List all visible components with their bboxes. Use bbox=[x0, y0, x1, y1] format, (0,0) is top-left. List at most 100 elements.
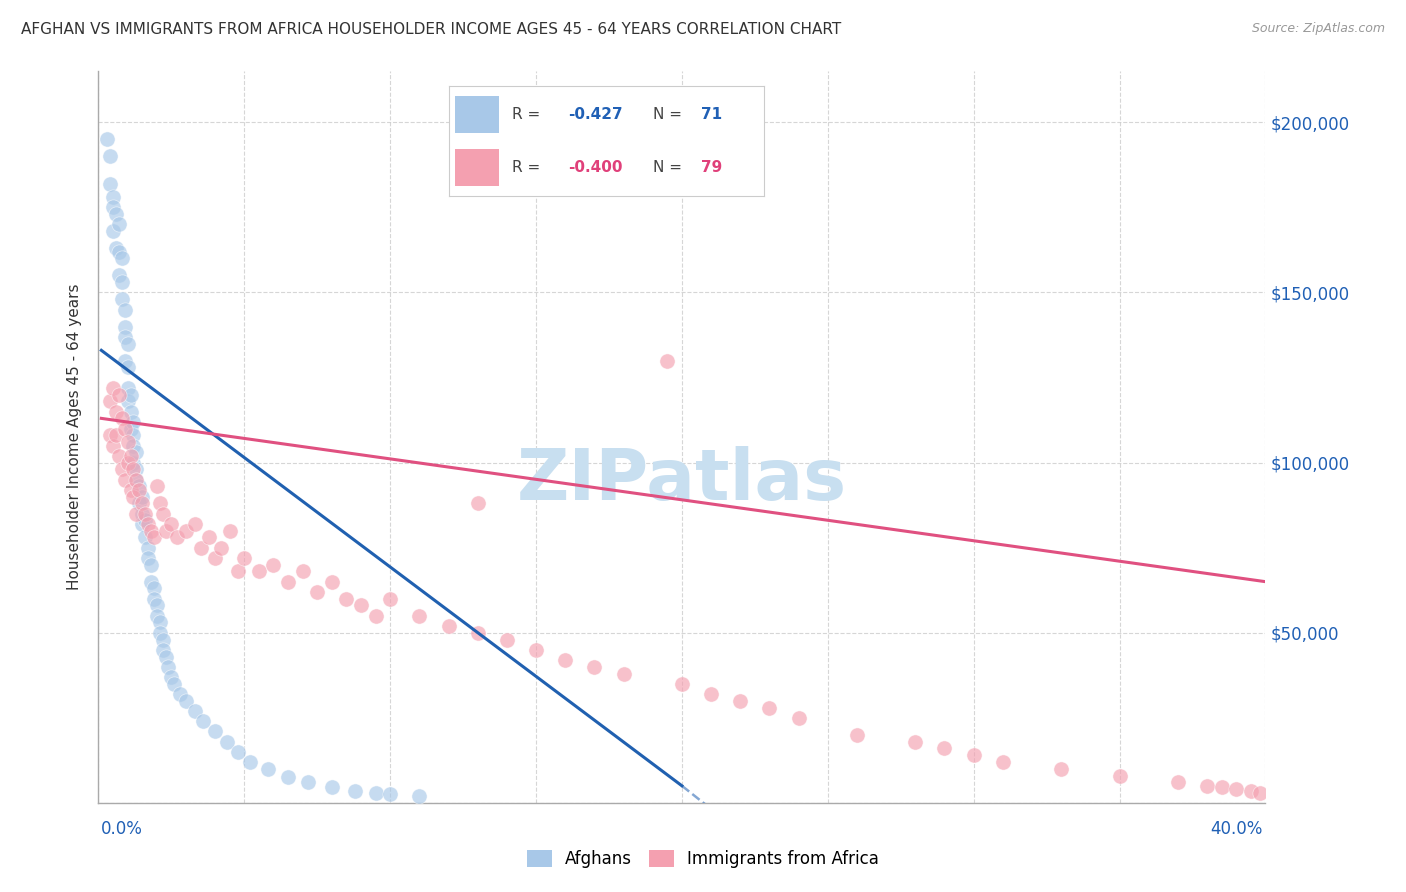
Point bbox=[125, 473, 148, 487]
Point bbox=[146, 479, 169, 493]
Point bbox=[136, 550, 159, 565]
Point bbox=[111, 252, 134, 266]
Point bbox=[108, 449, 131, 463]
Point bbox=[128, 496, 150, 510]
Text: Source: ZipAtlas.com: Source: ZipAtlas.com bbox=[1251, 22, 1385, 36]
Text: 40.0%: 40.0% bbox=[1211, 820, 1263, 838]
Point bbox=[155, 649, 177, 664]
Point bbox=[101, 224, 124, 238]
Point bbox=[934, 741, 956, 756]
Point bbox=[364, 608, 387, 623]
Point bbox=[117, 435, 139, 450]
Point bbox=[120, 404, 142, 418]
Point bbox=[728, 694, 751, 708]
Point bbox=[166, 531, 188, 545]
Point bbox=[155, 524, 177, 538]
Point bbox=[335, 591, 357, 606]
Point bbox=[787, 711, 810, 725]
Point bbox=[142, 591, 165, 606]
Point bbox=[183, 516, 205, 531]
Point bbox=[962, 748, 984, 763]
Point bbox=[134, 531, 156, 545]
Point bbox=[408, 789, 430, 803]
Point bbox=[291, 565, 314, 579]
Point bbox=[183, 704, 205, 718]
Point bbox=[125, 462, 148, 476]
Point bbox=[139, 558, 162, 572]
Point bbox=[98, 177, 121, 191]
Point bbox=[1225, 782, 1247, 797]
Point bbox=[277, 574, 299, 589]
Point bbox=[98, 394, 121, 409]
Point bbox=[117, 381, 139, 395]
Point bbox=[408, 608, 430, 623]
Point bbox=[1167, 775, 1189, 789]
Point bbox=[108, 387, 131, 401]
Point bbox=[149, 625, 172, 640]
Point bbox=[114, 329, 136, 343]
Text: 0.0%: 0.0% bbox=[101, 820, 143, 838]
Point bbox=[657, 353, 679, 368]
Point bbox=[146, 608, 169, 623]
Point bbox=[152, 642, 174, 657]
Point bbox=[120, 449, 142, 463]
Point bbox=[122, 439, 145, 453]
Point bbox=[239, 755, 262, 769]
Point bbox=[554, 653, 576, 667]
Point bbox=[149, 615, 172, 630]
Point bbox=[228, 745, 250, 759]
Point bbox=[104, 428, 127, 442]
Point bbox=[233, 550, 256, 565]
Text: ZIPatlas: ZIPatlas bbox=[517, 447, 846, 516]
Point bbox=[1211, 780, 1233, 795]
Point bbox=[204, 724, 226, 739]
Point bbox=[1050, 762, 1073, 776]
Legend: Afghans, Immigrants from Africa: Afghans, Immigrants from Africa bbox=[520, 843, 886, 875]
Point bbox=[136, 541, 159, 555]
Point bbox=[160, 670, 183, 684]
Point bbox=[104, 207, 127, 221]
Point bbox=[157, 659, 180, 673]
Point bbox=[378, 787, 402, 801]
Point bbox=[111, 293, 134, 307]
Point bbox=[111, 275, 134, 289]
Point bbox=[1108, 768, 1130, 782]
Point bbox=[131, 496, 153, 510]
Point bbox=[131, 516, 153, 531]
Point bbox=[108, 218, 131, 232]
Point bbox=[198, 531, 221, 545]
Point bbox=[117, 394, 139, 409]
Point bbox=[136, 516, 159, 531]
Point bbox=[117, 360, 139, 375]
Point bbox=[134, 513, 156, 527]
Point bbox=[218, 524, 240, 538]
Point bbox=[111, 411, 134, 425]
Point bbox=[104, 241, 127, 255]
Point bbox=[1240, 784, 1263, 798]
Point bbox=[131, 490, 153, 504]
Point bbox=[228, 565, 250, 579]
Point bbox=[120, 421, 142, 435]
Point bbox=[215, 734, 238, 748]
Point bbox=[256, 762, 278, 776]
Point bbox=[134, 507, 156, 521]
Point bbox=[700, 687, 723, 701]
Point bbox=[101, 201, 124, 215]
Point bbox=[142, 582, 165, 596]
Point bbox=[169, 687, 191, 701]
Point bbox=[1195, 779, 1218, 793]
Point bbox=[139, 524, 162, 538]
Point bbox=[120, 387, 142, 401]
Point bbox=[247, 565, 270, 579]
Point bbox=[125, 507, 148, 521]
Point bbox=[467, 625, 489, 640]
Point bbox=[467, 496, 489, 510]
Point bbox=[114, 319, 136, 334]
Point bbox=[321, 780, 343, 795]
Point bbox=[108, 268, 131, 283]
Point bbox=[98, 149, 121, 163]
Point bbox=[114, 473, 136, 487]
Point bbox=[111, 462, 134, 476]
Point bbox=[117, 456, 139, 470]
Point bbox=[277, 770, 299, 784]
